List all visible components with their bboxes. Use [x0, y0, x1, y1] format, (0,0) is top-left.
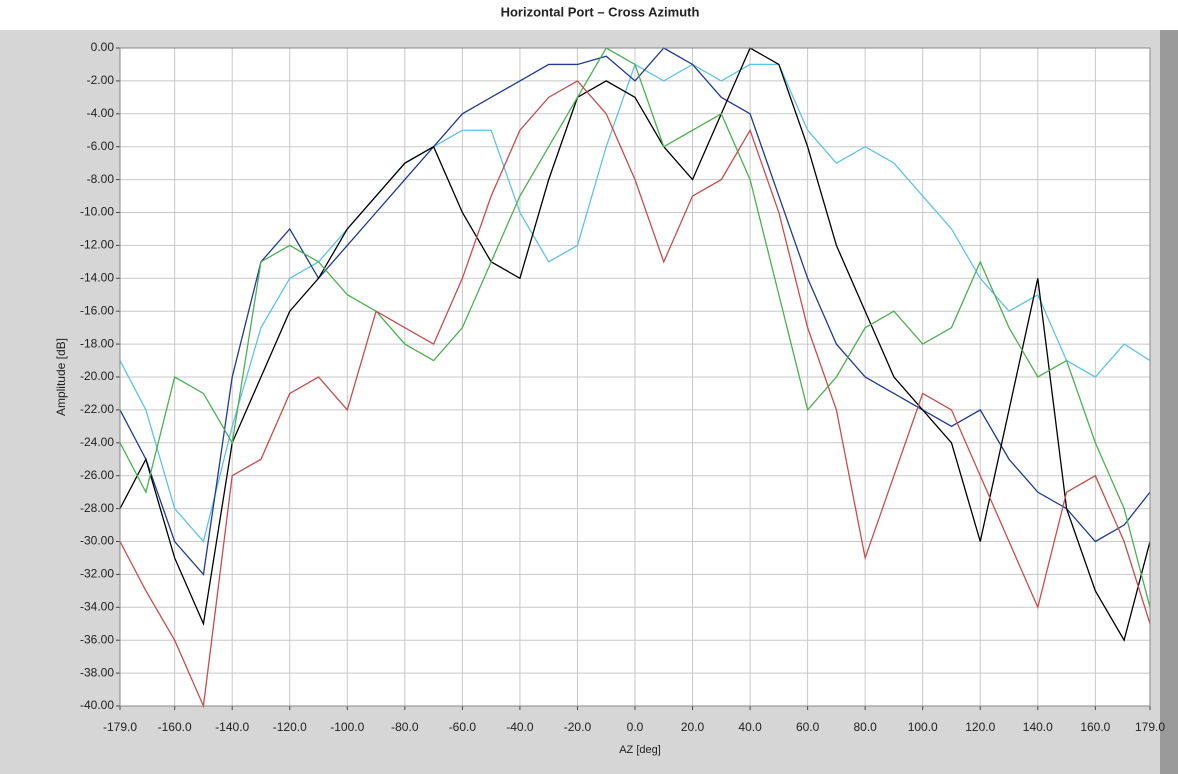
y-axis-label: Amplitude [dB] [54, 338, 68, 416]
y-tick-label: -32.00 [80, 567, 114, 581]
scrollbar [1160, 30, 1178, 774]
series-line [119, 47, 1151, 642]
x-tick-label: -140.0 [215, 720, 249, 734]
x-tick-label: 120.0 [965, 720, 995, 734]
x-tick-label: 20.0 [681, 720, 705, 734]
y-tick-label: -26.00 [80, 468, 114, 482]
y-tick-label: -8.00 [87, 172, 115, 186]
x-tick-label: 140.0 [1023, 720, 1053, 734]
y-tick-label: -40.00 [80, 698, 114, 712]
y-tick-label: -38.00 [80, 665, 114, 679]
y-tick-label: -18.00 [80, 336, 114, 350]
x-tick-label: 80.0 [853, 720, 877, 734]
x-tick-label: -20.0 [564, 720, 592, 734]
x-tick-label: -80.0 [391, 720, 419, 734]
y-tick-label: -24.00 [80, 435, 114, 449]
x-tick-label: 60.0 [796, 720, 820, 734]
y-tick-label: -6.00 [87, 139, 115, 153]
chart-title: Horizontal Port – Cross Azimuth [501, 4, 700, 19]
x-axis-label: AZ [deg] [619, 744, 661, 756]
x-tick-label: -160.0 [158, 720, 192, 734]
series-line [119, 47, 1151, 576]
y-tick-label: -34.00 [80, 599, 114, 613]
x-tick-label: -100.0 [330, 720, 364, 734]
y-tick-label: -10.00 [80, 205, 114, 219]
y-tick-label: 0.00 [91, 40, 115, 54]
x-tick-label: 179.0 [1135, 720, 1165, 734]
series-line [119, 47, 1151, 608]
y-tick-label: -30.00 [80, 534, 114, 548]
y-tick-label: -36.00 [80, 632, 114, 646]
x-tick-label: 100.0 [908, 720, 938, 734]
x-tick-label: -120.0 [273, 720, 307, 734]
series-line [119, 80, 1151, 709]
x-tick-label: 160.0 [1080, 720, 1110, 734]
x-tick-label: -60.0 [449, 720, 477, 734]
x-tick-label: -179.0 [103, 720, 137, 734]
x-tick-label: 40.0 [738, 720, 762, 734]
y-tick-label: -16.00 [80, 303, 114, 317]
y-tick-label: -12.00 [80, 238, 114, 252]
x-tick-label: -40.0 [506, 720, 534, 734]
y-tick-label: -2.00 [87, 73, 115, 87]
y-tick-label: -4.00 [87, 106, 115, 120]
y-tick-label: -20.00 [80, 369, 114, 383]
plot-frame [119, 47, 1151, 707]
y-tick-label: -22.00 [80, 402, 114, 416]
x-tick-label: 0.0 [627, 720, 644, 734]
y-tick-label: -28.00 [80, 501, 114, 515]
y-tick-label: -14.00 [80, 270, 114, 284]
